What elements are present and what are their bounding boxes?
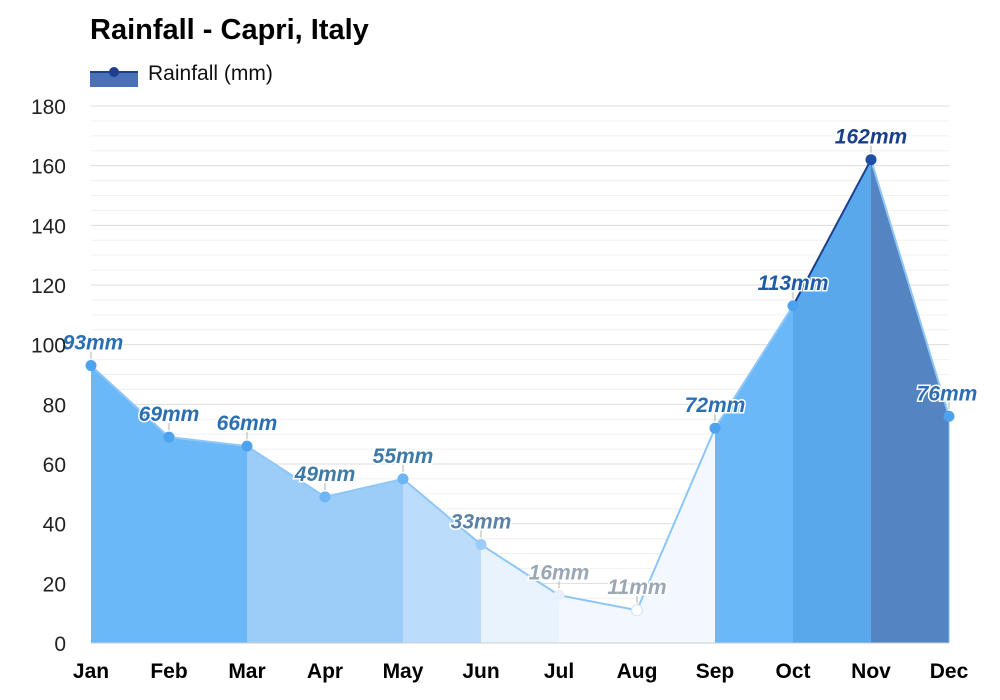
x-tick-label-oct: Oct <box>775 660 810 683</box>
area-segment-nov <box>871 159 949 643</box>
data-point-sep[interactable] <box>709 422 721 434</box>
data-point-jul[interactable] <box>553 589 565 601</box>
series-line-segment <box>324 477 404 498</box>
x-tick-label-apr: Apr <box>307 660 343 683</box>
data-label-feb: 69mm <box>139 403 200 426</box>
area-segment-may <box>403 478 481 643</box>
series-line-segment <box>480 543 560 597</box>
series-line-segment <box>558 594 638 612</box>
data-point-apr[interactable] <box>319 491 331 503</box>
x-tick-label-jun: Jun <box>462 660 499 683</box>
data-label-aug: 11mm <box>607 576 666 599</box>
data-point-dec[interactable] <box>943 410 955 422</box>
data-point-mar[interactable] <box>241 440 253 452</box>
series-line-segment <box>792 159 872 307</box>
series-line-segment <box>90 364 170 438</box>
data-label-may: 55mm <box>373 445 434 468</box>
data-point-feb[interactable] <box>163 431 175 443</box>
data-point-jun[interactable] <box>475 539 487 551</box>
y-tick-label: 180 <box>31 96 66 119</box>
legend-swatch-marker <box>109 67 119 77</box>
data-label-dec: 76mm <box>917 382 978 405</box>
x-tick-label-feb: Feb <box>150 660 187 683</box>
data-point-may[interactable] <box>397 473 409 485</box>
data-label-jan: 93mm <box>63 332 124 355</box>
x-tick-label-aug: Aug <box>617 660 658 683</box>
data-label-nov: 162mm <box>835 126 907 149</box>
line-layer <box>90 159 950 612</box>
area-segment-jun <box>481 544 559 643</box>
legend-label: Rainfall (mm) <box>148 62 273 85</box>
y-tick-label: 160 <box>31 156 66 179</box>
series-line-segment <box>402 478 482 546</box>
y-tick-label: 120 <box>31 275 66 298</box>
y-tick-label: 40 <box>43 514 66 537</box>
area-segment-apr <box>325 478 403 643</box>
y-tick-label: 140 <box>31 215 66 238</box>
x-tick-label-jul: Jul <box>544 660 574 683</box>
data-label-sep: 72mm <box>685 394 746 417</box>
area-segment-sep <box>715 305 793 643</box>
data-point-aug[interactable] <box>631 604 643 617</box>
data-label-jul: 16mm <box>529 561 590 584</box>
legend-swatch <box>90 67 138 87</box>
y-tick-label: 20 <box>43 573 66 596</box>
area-segment-mar <box>247 446 325 643</box>
series-line-segment <box>168 436 248 448</box>
y-tick-label: 60 <box>43 454 66 477</box>
label-layer: 93mm 69mm 66mm 49mm 55mm 33mm 16mm 11mm 72mm 113m… <box>61 124 979 604</box>
x-tick-label-mar: Mar <box>228 660 265 683</box>
y-tick-label: 0 <box>54 633 66 656</box>
area-layer <box>91 159 950 643</box>
data-point-jan[interactable] <box>85 360 97 372</box>
y-tick-label: 100 <box>31 335 66 358</box>
x-tick-label-jan: Jan <box>73 660 109 683</box>
area-segment-aug <box>637 428 715 643</box>
area-segment-feb <box>169 437 247 643</box>
area-segment-oct <box>793 159 871 643</box>
point-layer <box>85 154 955 617</box>
legend-swatch-fill <box>90 72 138 87</box>
series-line-segment <box>714 305 794 429</box>
x-tick-label-nov: Nov <box>851 660 891 683</box>
data-point-nov[interactable] <box>865 154 877 166</box>
axis-layer: 0 20 40 60 80 100 120 140 160 180 Jan Feb Mar Apr May J… <box>31 96 969 683</box>
area-segment-dec <box>948 416 950 643</box>
series-line-segment <box>246 445 326 498</box>
data-label-apr: 49mm <box>294 463 356 486</box>
y-tick-label: 80 <box>43 394 66 417</box>
x-tick-label-dec: Dec <box>930 660 969 683</box>
x-tick-label-sep: Sep <box>696 660 735 683</box>
series-line-segment <box>870 159 950 417</box>
area-segment-jan <box>91 365 169 643</box>
data-label-oct: 113mm <box>758 272 829 295</box>
chart-title: Rainfall - Capri, Italy <box>90 14 369 46</box>
data-point-oct[interactable] <box>787 300 799 312</box>
series-line-segment <box>636 427 716 611</box>
data-label-jun: 33mm <box>451 511 512 534</box>
x-tick-label-may: May <box>383 660 424 683</box>
data-label-mar: 66mm <box>217 412 278 435</box>
legend[interactable]: Rainfall (mm) <box>90 60 273 88</box>
